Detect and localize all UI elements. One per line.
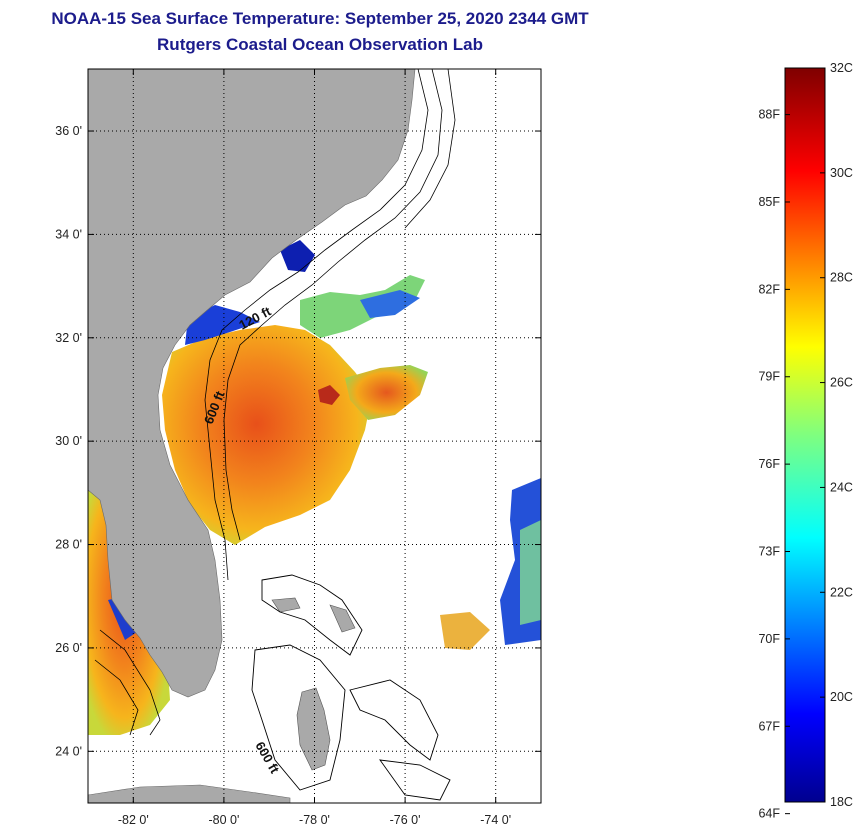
lon-label: -74 0' bbox=[480, 813, 511, 827]
lon-label: -76 0' bbox=[390, 813, 421, 827]
celsius-label: 26C bbox=[830, 376, 853, 390]
cuba-island bbox=[88, 784, 291, 803]
bathymetry-contours bbox=[94, 69, 456, 736]
celsius-label: 32C bbox=[830, 61, 853, 75]
colorbar-labels: 32C 30C 28C 26C 24C 22C 20C 18C 88F 85F 82F 79F 76F 7… bbox=[758, 61, 852, 821]
fahrenheit-label: 73F bbox=[758, 545, 780, 559]
lat-label: 32 0' bbox=[55, 331, 82, 345]
longitude-labels: -82 0' -80 0' -78 0' -76 0' -74 0' bbox=[118, 813, 511, 827]
temperature-colorbar: 32C 30C 28C 26C 24C 22C 20C 18C 88F 85F 82F 79F 76F 7… bbox=[758, 61, 852, 821]
sst-plume bbox=[162, 325, 372, 545]
sst-patches-north bbox=[300, 275, 425, 338]
fahrenheit-label: 67F bbox=[758, 719, 780, 733]
celsius-label: 18C bbox=[830, 795, 853, 809]
celsius-label: 22C bbox=[830, 585, 853, 599]
fahrenheit-label: 64F bbox=[758, 807, 780, 821]
sst-patches-east bbox=[345, 365, 428, 420]
us-mainland bbox=[88, 69, 416, 698]
bahamas-cay bbox=[329, 604, 356, 633]
colorbar-gradient bbox=[784, 67, 826, 803]
fahrenheit-label: 85F bbox=[758, 195, 780, 209]
sst-hot-spot bbox=[318, 385, 340, 405]
fahrenheit-label: 88F bbox=[758, 108, 780, 122]
celsius-label: 28C bbox=[830, 271, 853, 285]
lat-label: 36 0' bbox=[55, 124, 82, 138]
lat-label: 24 0' bbox=[55, 744, 82, 758]
lat-label: 28 0' bbox=[55, 538, 82, 552]
map-title: NOAA-15 Sea Surface Temperature: Septemb… bbox=[51, 9, 589, 28]
lon-label: -82 0' bbox=[118, 813, 149, 827]
celsius-label: 30C bbox=[830, 166, 853, 180]
map-ticks bbox=[88, 69, 541, 803]
fahrenheit-label: 70F bbox=[758, 632, 780, 646]
bahamas-bank-outline bbox=[251, 574, 451, 801]
celsius-label: 24C bbox=[830, 480, 853, 494]
fahrenheit-label: 82F bbox=[758, 282, 780, 296]
sst-cold-fringe bbox=[185, 305, 260, 345]
fahrenheit-label: 79F bbox=[758, 370, 780, 384]
lon-label: -78 0' bbox=[299, 813, 330, 827]
sst-east-edge bbox=[520, 520, 541, 625]
celsius-label: 20C bbox=[830, 690, 853, 704]
lon-label: -80 0' bbox=[208, 813, 239, 827]
fahrenheit-label: 76F bbox=[758, 457, 780, 471]
lat-label: 26 0' bbox=[55, 641, 82, 655]
colorbar-ticks bbox=[785, 67, 825, 815]
map-subtitle: Rutgers Coastal Ocean Observation Lab bbox=[157, 35, 483, 54]
bahamas-cay bbox=[271, 597, 301, 613]
lat-label: 30 0' bbox=[55, 434, 82, 448]
sst-east-patch bbox=[440, 612, 490, 650]
andros-island bbox=[296, 687, 331, 771]
lat-label: 34 0' bbox=[55, 227, 82, 241]
latitude-labels: 36 0' 34 0' 32 0' 30 0' 28 0' 26 0' 24 0' bbox=[55, 124, 82, 758]
sst-cold-patch bbox=[280, 240, 315, 272]
